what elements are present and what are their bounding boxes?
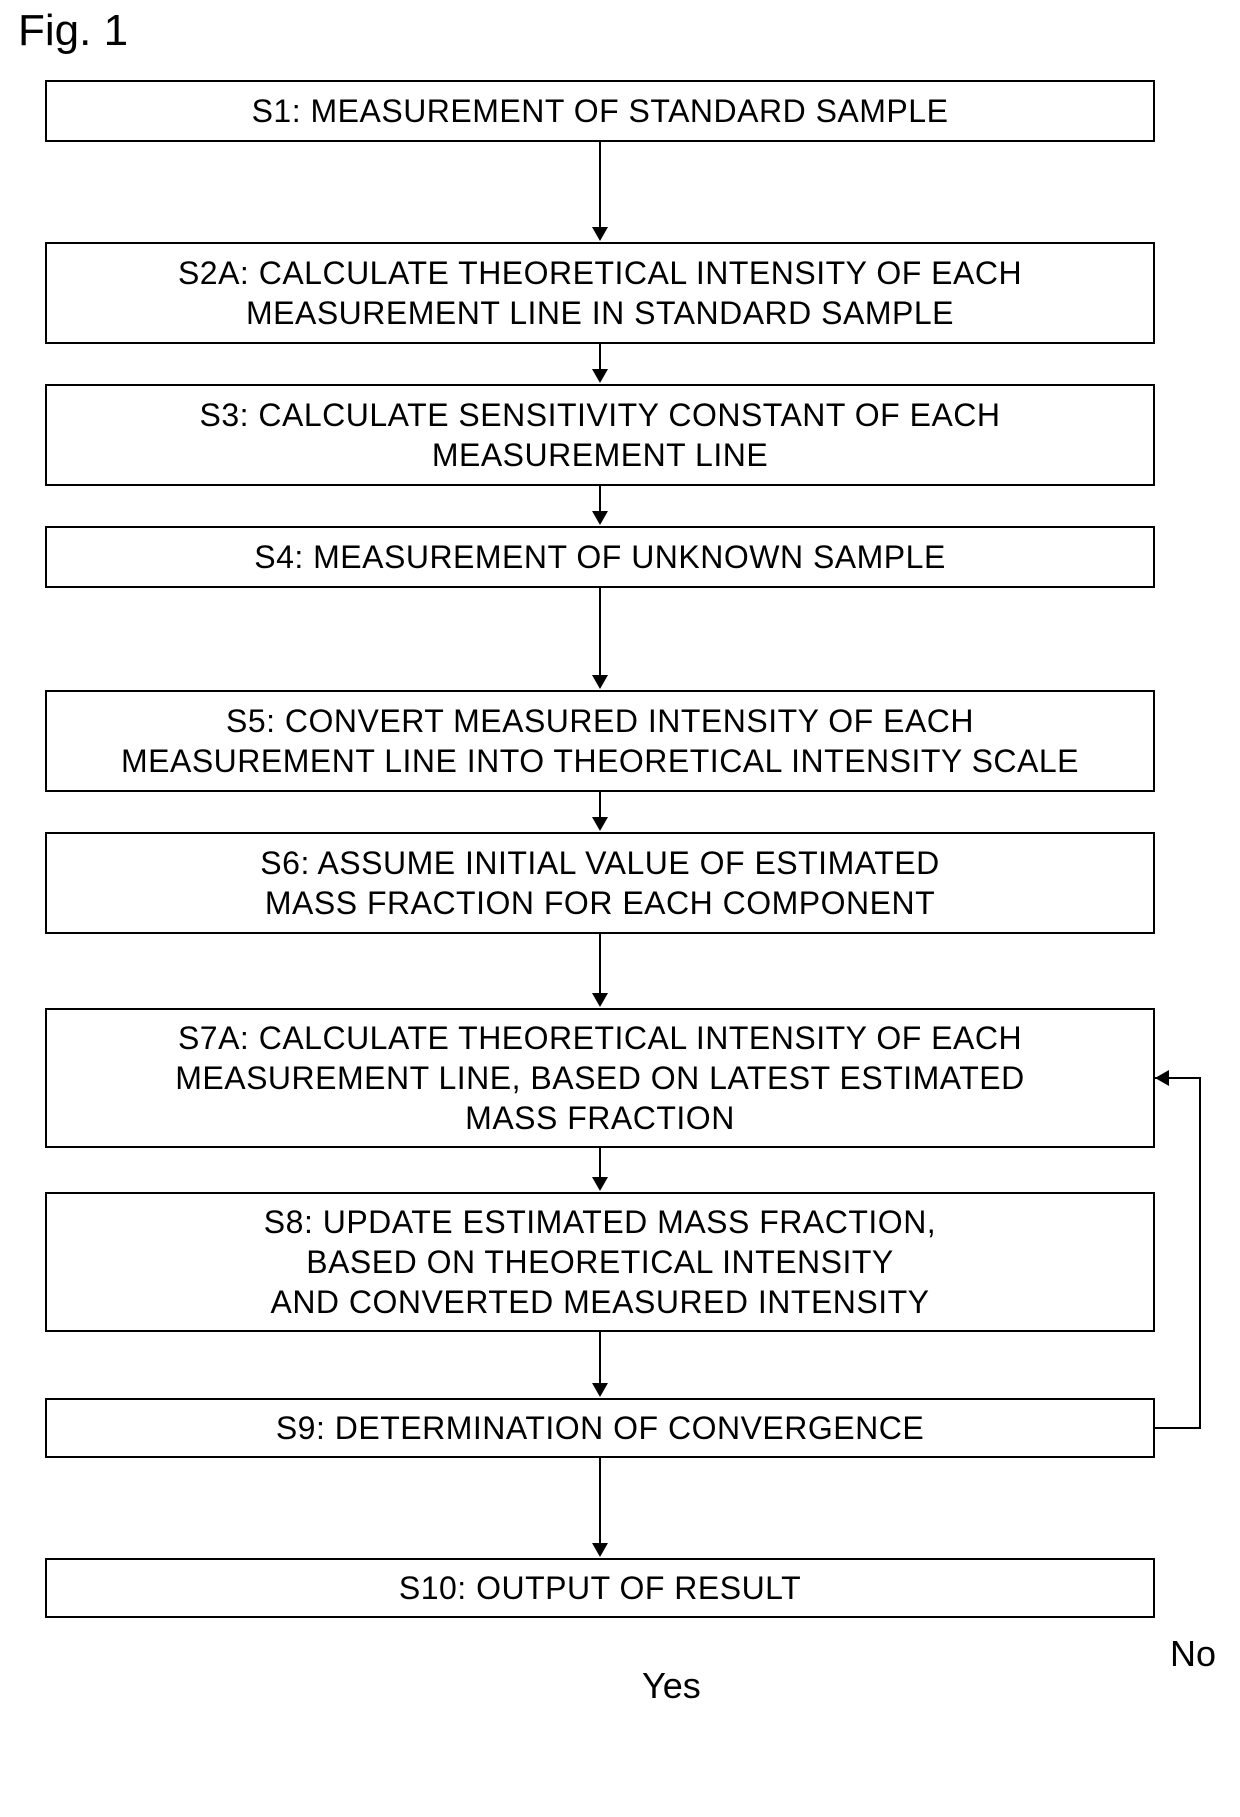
- flow-step-text: S8: UPDATE ESTIMATED MASS FRACTION, BASE…: [264, 1202, 936, 1322]
- flow-arrow: [592, 1458, 608, 1558]
- branch-label-yes: Yes: [642, 1665, 701, 1707]
- flowchart: S1: MEASUREMENT OF STANDARD SAMPLE S2A: C…: [45, 80, 1155, 1618]
- flow-step-s6: S6: ASSUME INITIAL VALUE OF ESTIMATED MA…: [45, 832, 1155, 934]
- flow-step-s1: S1: MEASUREMENT OF STANDARD SAMPLE: [45, 80, 1155, 142]
- flow-step-text: S10: OUTPUT OF RESULT: [399, 1568, 801, 1608]
- flow-step-text: S9: DETERMINATION OF CONVERGENCE: [276, 1408, 924, 1448]
- flow-arrow: [592, 486, 608, 526]
- branch-label-no: No: [1170, 1633, 1216, 1675]
- flow-step-s5: S5: CONVERT MEASURED INTENSITY OF EACH M…: [45, 690, 1155, 792]
- flow-step-s4: S4: MEASUREMENT OF UNKNOWN SAMPLE: [45, 526, 1155, 588]
- flow-arrow: [592, 142, 608, 242]
- flow-step-text: S6: ASSUME INITIAL VALUE OF ESTIMATED MA…: [260, 843, 939, 923]
- figure-label: Fig. 1: [18, 6, 128, 56]
- flow-arrow: [592, 1148, 608, 1192]
- flow-step-text: S7A: CALCULATE THEORETICAL INTENSITY OF …: [175, 1018, 1025, 1138]
- page: Fig. 1 S1: MEASUREMENT OF STANDARD SAMPL…: [0, 0, 1240, 1817]
- flow-step-s7a: S7A: CALCULATE THEORETICAL INTENSITY OF …: [45, 1008, 1155, 1148]
- flow-step-text: S3: CALCULATE SENSITIVITY CONSTANT OF EA…: [199, 395, 1000, 475]
- flow-step-s10: S10: OUTPUT OF RESULT: [45, 1558, 1155, 1618]
- flow-step-s9: S9: DETERMINATION OF CONVERGENCE: [45, 1398, 1155, 1458]
- flow-step-text: S1: MEASUREMENT OF STANDARD SAMPLE: [252, 91, 949, 131]
- flow-step-text: S4: MEASUREMENT OF UNKNOWN SAMPLE: [254, 537, 946, 577]
- flow-step-text: S2A: CALCULATE THEORETICAL INTENSITY OF …: [178, 253, 1022, 333]
- flow-arrow: [592, 934, 608, 1008]
- flow-arrow: [592, 588, 608, 690]
- flow-step-text: S5: CONVERT MEASURED INTENSITY OF EACH M…: [121, 701, 1079, 781]
- flow-arrow: [592, 1332, 608, 1398]
- flow-arrow: [592, 344, 608, 384]
- flow-step-s2a: S2A: CALCULATE THEORETICAL INTENSITY OF …: [45, 242, 1155, 344]
- flow-arrow: [592, 792, 608, 832]
- flow-step-s8: S8: UPDATE ESTIMATED MASS FRACTION, BASE…: [45, 1192, 1155, 1332]
- flow-step-s3: S3: CALCULATE SENSITIVITY CONSTANT OF EA…: [45, 384, 1155, 486]
